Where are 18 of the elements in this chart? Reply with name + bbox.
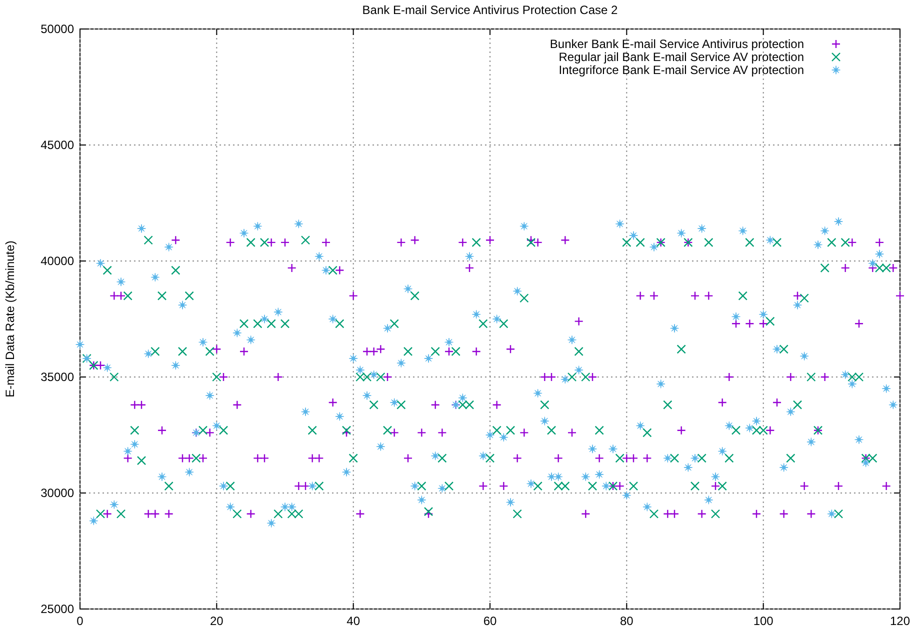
x-tick-label: 80 bbox=[620, 614, 634, 628]
y-tick-label: 35000 bbox=[40, 370, 74, 384]
legend-label: Regular jail Bank E-mail Service AV protection bbox=[558, 50, 804, 64]
x-tick-label: 60 bbox=[483, 614, 497, 628]
y-tick-label: 25000 bbox=[40, 602, 74, 616]
y-axis-title: E-mail Data Rate (Kb/minute) bbox=[3, 240, 17, 398]
x-tick-label: 100 bbox=[753, 614, 774, 628]
y-tick-label: 30000 bbox=[40, 486, 74, 500]
x-tick-label: 20 bbox=[210, 614, 224, 628]
y-tick-label: 40000 bbox=[40, 254, 74, 268]
x-tick-label: 0 bbox=[76, 614, 84, 628]
y-tick-label: 45000 bbox=[40, 138, 74, 152]
x-tick-label: 120 bbox=[890, 614, 910, 628]
legend-label: Bunker Bank E-mail Service Antivirus protection bbox=[550, 37, 804, 51]
legend-label: Integriforce Bank E-mail Service AV protection bbox=[558, 63, 804, 77]
chart-title: Bank E-mail Service Antivirus Protection Case 2 bbox=[362, 3, 618, 17]
x-tick-label: 40 bbox=[346, 614, 360, 628]
y-tick-label: 50000 bbox=[40, 22, 74, 36]
